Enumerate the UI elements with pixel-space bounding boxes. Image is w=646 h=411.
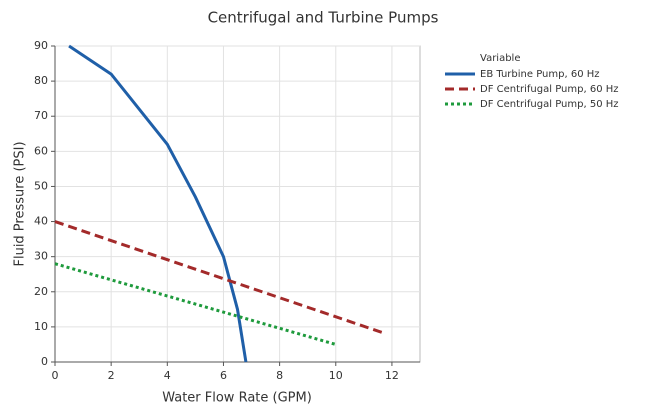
y-tick-label: 20 [34, 285, 48, 298]
y-tick-label: 10 [34, 320, 48, 333]
legend-label: EB Turbine Pump, 60 Hz [480, 69, 600, 80]
x-tick-label: 12 [385, 369, 399, 382]
series-line [54, 220, 387, 336]
x-tick-label: 0 [52, 369, 59, 382]
x-tick-label: 4 [164, 369, 171, 382]
y-tick-label: 90 [34, 39, 48, 52]
x-tick-label: 8 [276, 369, 283, 382]
legend-label: DF Centrifugal Pump, 60 Hz [480, 84, 619, 95]
x-tick-label: 6 [220, 369, 227, 382]
y-tick-label: 40 [34, 215, 48, 228]
y-tick-label: 50 [34, 179, 48, 192]
y-tick-label: 30 [34, 250, 48, 263]
y-tick-label: 0 [41, 355, 48, 368]
y-tick-label: 60 [34, 144, 48, 157]
x-axis-label: Water Flow Rate (GPM) [162, 391, 312, 406]
chart-title: Centrifugal and Turbine Pumps [208, 9, 439, 27]
y-axis-label: Fluid Pressure (PSI) [13, 141, 28, 266]
x-tick-label: 2 [108, 369, 115, 382]
legend-label: DF Centrifugal Pump, 50 Hz [480, 99, 619, 110]
y-tick-label: 80 [34, 74, 48, 87]
legend-title: Variable [480, 53, 521, 64]
x-tick-label: 10 [329, 369, 343, 382]
series-line [68, 44, 248, 363]
y-tick-label: 70 [34, 109, 48, 122]
series-line [54, 262, 337, 346]
